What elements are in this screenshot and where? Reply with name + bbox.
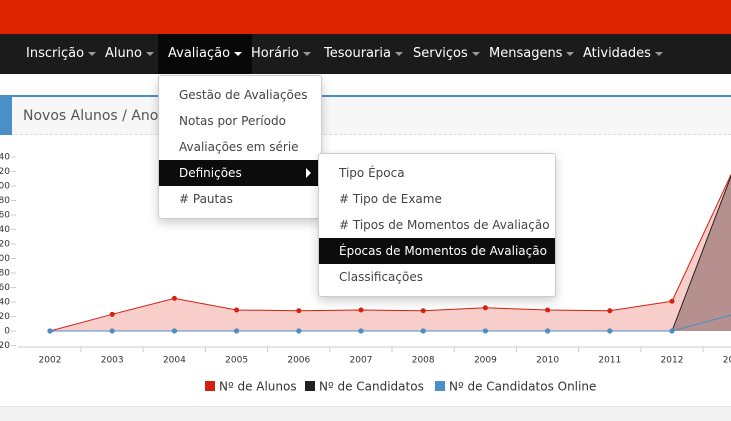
footer-band — [0, 406, 731, 421]
nav-label: Aluno — [105, 46, 142, 61]
point — [234, 328, 240, 334]
point — [296, 308, 302, 314]
legend-swatch — [205, 381, 215, 391]
nav-label: Avaliação — [168, 46, 231, 61]
menu-item[interactable]: Classificações — [339, 270, 423, 284]
legend-label: Nº de Candidatos — [319, 380, 424, 394]
point — [669, 328, 675, 334]
point — [669, 298, 675, 304]
menu-item[interactable]: Gestão de Avaliações — [179, 88, 308, 102]
nav-item[interactable]: Serviços — [403, 34, 490, 74]
menu-item[interactable]: # Tipos de Momentos de Avaliação — [339, 218, 550, 232]
x-tick-label: 2002 — [39, 356, 62, 366]
panel-header: Novos Alunos / Ano — [0, 95, 731, 135]
menu-item[interactable]: # Tipo de Exame — [339, 192, 442, 206]
x-tick-label: 2012 — [661, 356, 684, 366]
nav-item[interactable]: Mensagens — [479, 34, 584, 74]
menu-item[interactable]: Avaliações em série — [179, 140, 299, 154]
point — [420, 308, 426, 314]
y-tick-label: -20 — [0, 341, 10, 351]
x-tick-label: 2008 — [412, 356, 435, 366]
point — [358, 307, 364, 313]
y-tick-label: 160 — [0, 211, 10, 221]
legend-swatch — [305, 381, 315, 391]
y-tick-label: 80 — [0, 269, 10, 279]
point — [358, 328, 364, 334]
y-tick-label: 240 — [0, 153, 10, 163]
nav-item[interactable]: Aluno — [95, 34, 164, 74]
point — [482, 305, 488, 311]
menu-item[interactable]: Tipo Época — [339, 166, 405, 180]
nav-item[interactable]: Avaliação — [158, 34, 253, 74]
y-tick-label: 180 — [0, 196, 10, 206]
y-tick-label: 0 — [4, 327, 10, 337]
x-tick-label: 2005 — [225, 356, 248, 366]
x-tick-label: 2009 — [474, 356, 497, 366]
top-bar — [0, 0, 731, 34]
point — [607, 328, 613, 334]
y-tick-label: 200 — [0, 182, 10, 192]
line — [49, 173, 731, 332]
point — [607, 308, 613, 314]
point — [171, 328, 177, 334]
submenu: Tipo Época # Tipo de Exame # Tipos de Mome… — [318, 153, 556, 297]
menu-item[interactable]: Épocas de Momentos de Avaliação — [319, 238, 555, 264]
point — [545, 307, 551, 313]
x-tick-label: 2011 — [598, 356, 621, 366]
y-tick-label: 60 — [0, 283, 10, 293]
nav-label: Inscrição — [26, 46, 85, 61]
nav-label: Atividades — [583, 46, 651, 61]
y-tick-label: 140 — [0, 225, 10, 235]
legend-label: Nº de Alunos — [219, 380, 297, 394]
nav-item[interactable]: Horário — [241, 34, 321, 74]
y-tick-label: 100 — [0, 254, 10, 264]
y-tick-label: 40 — [0, 298, 10, 308]
x-tick-label: 2007 — [350, 356, 373, 366]
nav-label: Serviços — [413, 46, 468, 61]
y-tick-label: 120 — [0, 240, 10, 250]
x-tick-label: 2004 — [163, 356, 186, 366]
y-tick-label: 20 — [0, 312, 10, 322]
y-tick-label: 220 — [0, 167, 10, 177]
nav-bar: Inscrição Aluno Avaliação Horário Tesouraria… — [0, 34, 731, 74]
menu-item[interactable]: Notas por Período — [179, 114, 286, 128]
point — [420, 328, 426, 334]
x-tick-label: 2010 — [536, 356, 559, 366]
point — [545, 328, 551, 334]
panel-strip — [0, 97, 12, 135]
legend-swatch — [435, 381, 445, 391]
x-tick-label: 2006 — [287, 356, 310, 366]
line — [50, 314, 731, 332]
x-tick-label: 2003 — [101, 356, 124, 366]
x-tick-label: 2013 — [723, 356, 731, 366]
panel-title: Novos Alunos / Ano — [23, 108, 159, 124]
nav-label: Tesouraria — [324, 46, 391, 61]
point — [234, 307, 240, 313]
point — [109, 328, 115, 334]
menu-item[interactable]: # Pautas — [179, 192, 233, 206]
point — [296, 328, 302, 334]
point — [171, 295, 177, 301]
nav-item[interactable]: Tesouraria — [314, 34, 413, 74]
point — [109, 311, 115, 317]
nav-item[interactable]: Inscrição — [16, 34, 106, 74]
area — [50, 174, 731, 331]
point — [47, 328, 53, 334]
menu-item[interactable]: Definições — [159, 160, 321, 186]
dropdown-menu: Gestão de Avaliações Notas por Período Ava… — [158, 75, 322, 219]
nav-item[interactable]: Atividades — [573, 34, 673, 74]
nav-label: Mensagens — [489, 46, 563, 61]
point — [482, 328, 488, 334]
legend-label: Nº de Candidatos Online — [449, 380, 596, 394]
nav-label: Horário — [251, 46, 299, 61]
